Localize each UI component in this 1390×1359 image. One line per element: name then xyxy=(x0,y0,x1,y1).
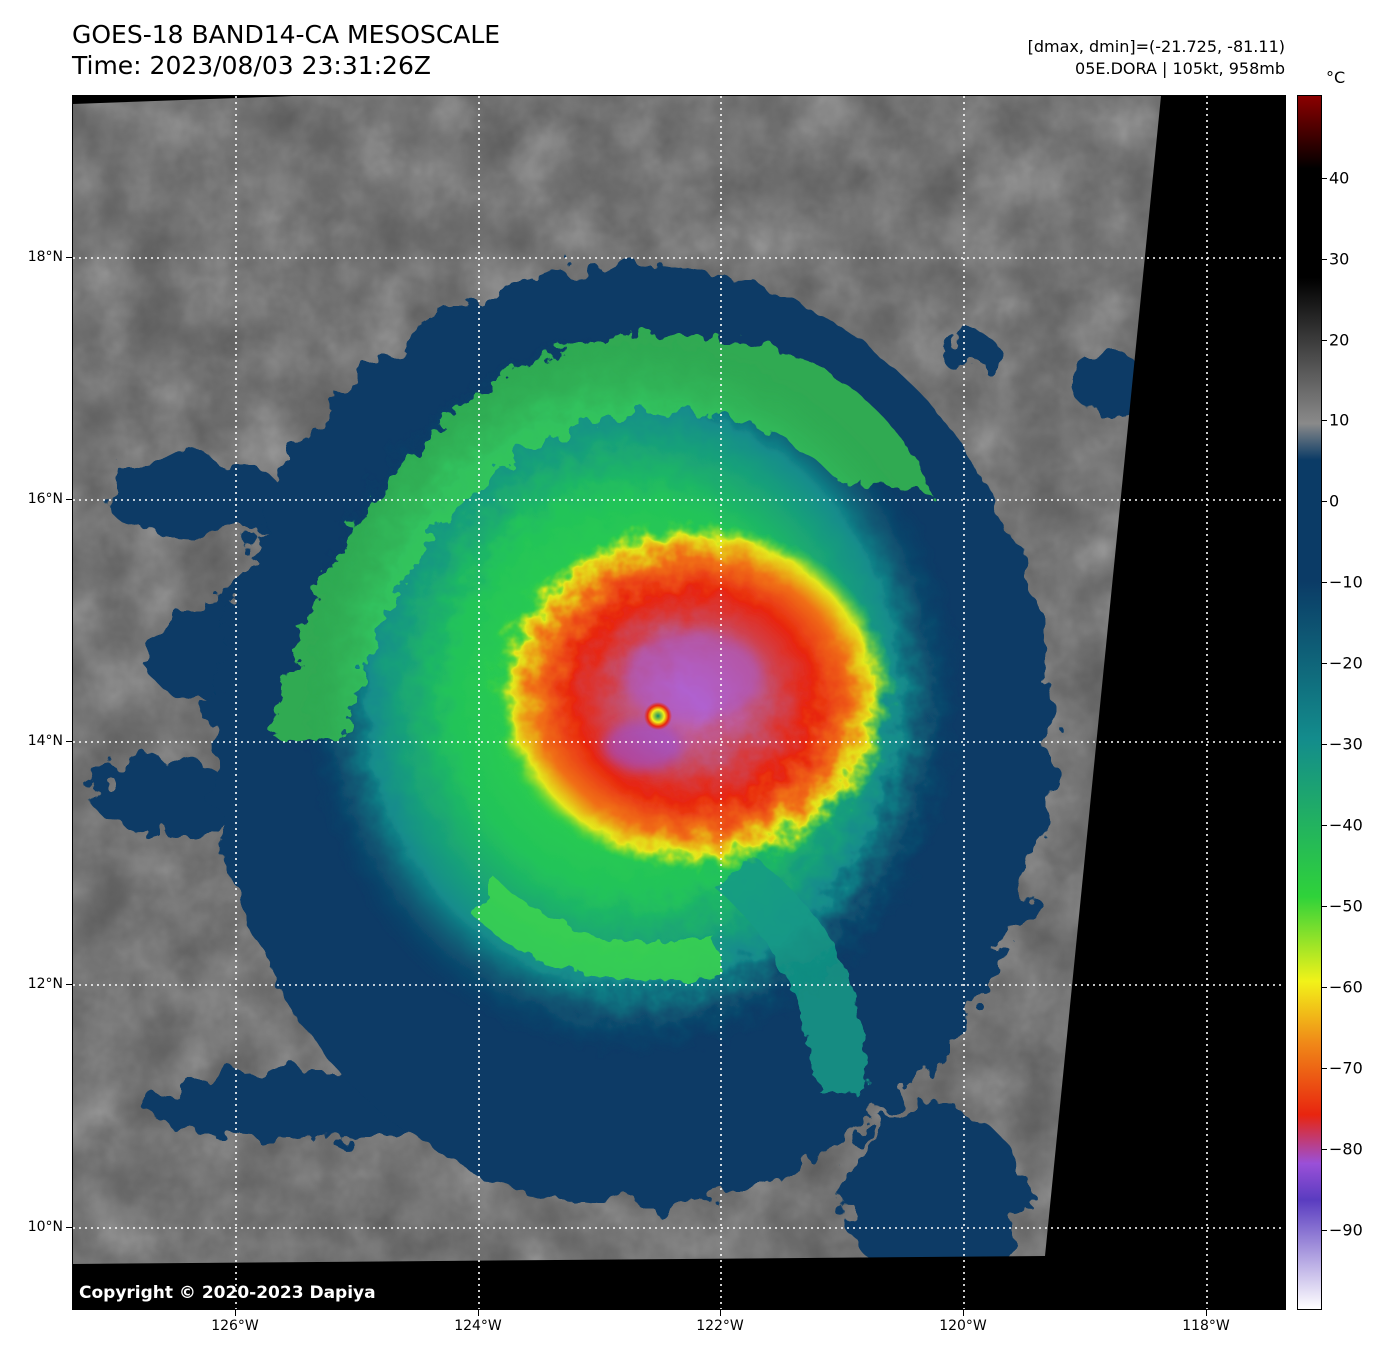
temperature-colorbar xyxy=(1297,95,1322,1310)
colorbar-tick xyxy=(1322,340,1327,341)
colorbar-tick xyxy=(1322,178,1327,179)
colorbar-tick-label: −50 xyxy=(1329,896,1363,916)
image-timestamp: Time: 2023/08/03 23:31:26Z xyxy=(72,51,431,80)
cold-cloud-tops xyxy=(603,631,763,771)
copyright-notice: Copyright © 2020-2023 Dapiya xyxy=(79,1283,376,1303)
lat-tick xyxy=(66,741,72,742)
colorbar-tick xyxy=(1322,663,1327,664)
colorbar-tick-label: −70 xyxy=(1329,1058,1363,1078)
storm-info: 05E.DORA | 105kt, 958mb xyxy=(1075,59,1285,78)
colorbar-tick xyxy=(1322,501,1327,502)
colorbar-unit: °C xyxy=(1326,68,1346,87)
image-title: GOES-18 BAND14-CA MESOSCALE xyxy=(72,20,501,49)
colorbar-tick xyxy=(1322,744,1327,745)
colorbar-tick xyxy=(1322,987,1327,988)
colorbar-tick xyxy=(1322,1230,1327,1231)
colorbar-tick-label: 20 xyxy=(1329,330,1350,350)
colorbar-tick xyxy=(1322,259,1327,260)
colorbar-tick xyxy=(1322,582,1327,583)
colorbar-tick xyxy=(1322,1149,1327,1150)
lon-label: 126°W xyxy=(211,1318,259,1334)
colorbar-tick-label: −60 xyxy=(1329,977,1363,997)
lon-label: 124°W xyxy=(454,1318,502,1334)
colorbar-tick xyxy=(1322,825,1327,826)
lat-label: 18°N xyxy=(27,249,63,265)
lon-tick xyxy=(1206,1310,1207,1316)
colorbar-tick-label: 10 xyxy=(1329,410,1350,430)
lon-label: 122°W xyxy=(696,1318,744,1334)
lat-label: 16°N xyxy=(27,491,63,507)
infrared-imagery xyxy=(73,96,1285,1309)
colorbar-tick-label: −30 xyxy=(1329,734,1363,754)
lon-tick xyxy=(720,1310,721,1316)
colorbar-tick-label: 30 xyxy=(1329,249,1350,269)
colorbar-tick xyxy=(1322,906,1327,907)
satellite-image: Copyright © 2020-2023 Dapiya xyxy=(72,95,1286,1310)
colorbar-tick xyxy=(1322,1068,1327,1069)
lat-label: 14°N xyxy=(27,733,63,749)
lon-label: 120°W xyxy=(939,1318,987,1334)
lon-tick xyxy=(963,1310,964,1316)
colorbar-tick xyxy=(1322,420,1327,421)
colorbar-tick-label: −90 xyxy=(1329,1220,1363,1240)
lon-tick xyxy=(235,1310,236,1316)
colorbar-tick-label: −10 xyxy=(1329,572,1363,592)
hurricane-eye xyxy=(644,702,672,730)
colorbar-tick-label: 40 xyxy=(1329,168,1350,188)
colorbar-tick-label: 0 xyxy=(1329,491,1340,511)
no-data-corner xyxy=(73,96,293,104)
lon-label: 118°W xyxy=(1182,1318,1230,1334)
lat-label: 12°N xyxy=(27,976,63,992)
lat-tick xyxy=(66,1227,72,1228)
graticule xyxy=(73,96,1285,1309)
colorbar-tick-label: −80 xyxy=(1329,1139,1363,1159)
lon-tick xyxy=(478,1310,479,1316)
no-data-region xyxy=(73,96,1285,1309)
colorbar-tick-label: −20 xyxy=(1329,653,1363,673)
lat-tick xyxy=(66,984,72,985)
colorbar-tick-label: −40 xyxy=(1329,815,1363,835)
lat-tick xyxy=(66,499,72,500)
lat-label: 10°N xyxy=(27,1219,63,1235)
lat-tick xyxy=(66,257,72,258)
temperature-range: [dmax, dmin]=(-21.725, -81.11) xyxy=(1027,37,1285,56)
